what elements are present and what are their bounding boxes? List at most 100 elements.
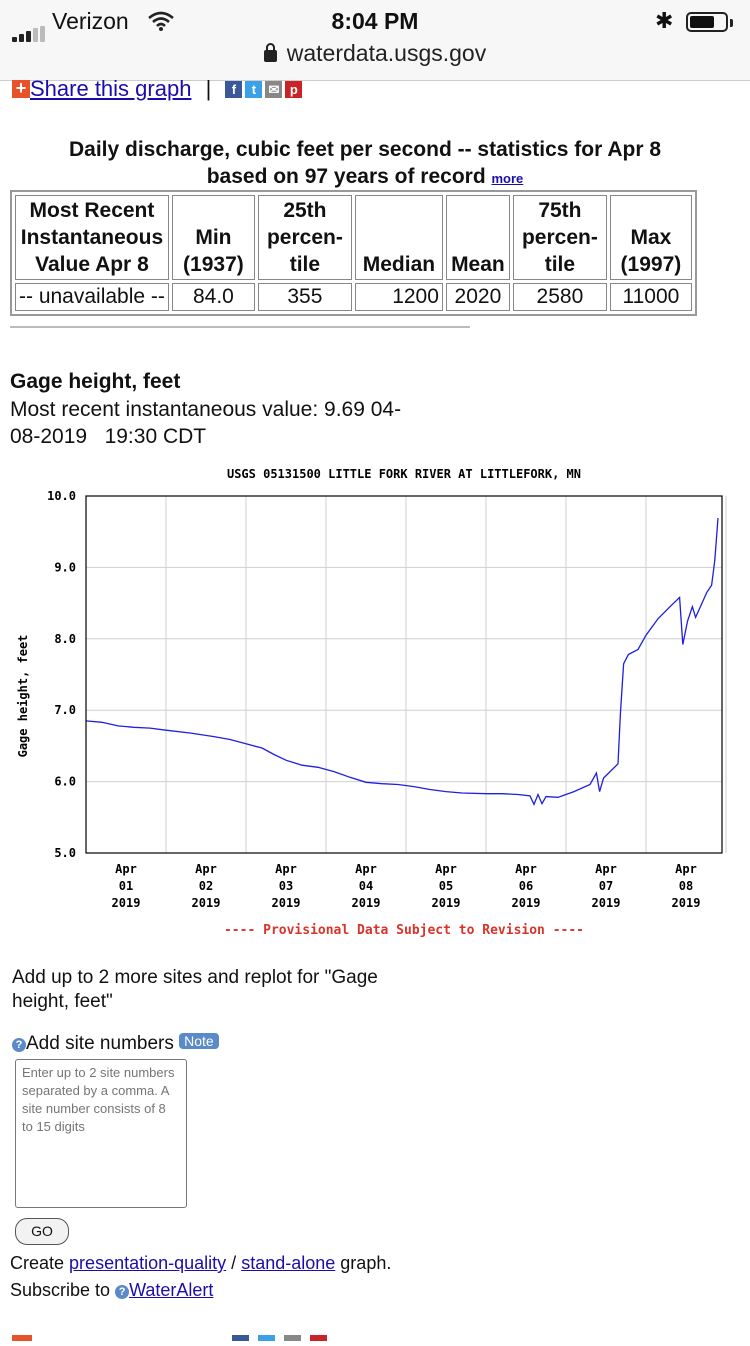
x-tick-label: 2019 [112,896,141,910]
cell-median: 1200 [354,283,443,311]
clock: 8:04 PM [331,8,419,34]
wateralert-link[interactable]: WaterAlert [129,1280,214,1300]
url-text: waterdata.usgs.gov [286,40,487,66]
x-tick-label: 2019 [432,896,461,910]
header-min: Min (1937) [171,195,255,280]
create-line: Create presentation-quality / stand-alon… [10,1253,391,1274]
site-numbers-input[interactable] [15,1059,187,1208]
x-tick-label: 07 [599,879,613,893]
header-mean: Mean [445,195,510,280]
divider [10,326,470,328]
y-tick-label: 9.0 [54,560,76,574]
y-ticks: 10.0 9.0 8.0 7.0 6.0 5.0 [47,489,76,860]
cell-25th: 355 [257,283,352,311]
provisional-note: ---- Provisional Data Subject to Revisio… [224,923,584,938]
table-header-row: Most Recent Instantaneous Value Apr 8 Min(… [15,195,692,280]
x-tick-label: 2019 [272,896,301,910]
subscribe-prefix: Subscribe to [10,1280,111,1300]
gage-series-line [85,518,719,807]
cell-min: 84.0 [171,283,255,311]
x-tick-label: 2019 [192,896,221,910]
subscribe-line: Subscribe to ? WaterAlert [10,1280,213,1301]
x-tick-label: 2019 [352,896,381,910]
y-tick-label: 10.0 [47,489,76,503]
battery-icon [686,12,728,32]
add-sites-text: Add up to 2 more sites and replot for "G… [12,967,378,1012]
add-site-label-row: ? Add site numbers Note [12,1033,219,1055]
facebook-icon[interactable]: f [225,81,243,98]
y-tick-label: 7.0 [54,703,76,717]
header-max: Max (1997) [609,195,692,280]
go-button[interactable]: GO [15,1218,69,1245]
bluetooth-icon: ✱ [655,8,674,33]
plus-icon: + [12,79,30,98]
x-tick-label: Apr [115,862,137,876]
x-tick-label: Apr [275,862,297,876]
help-icon[interactable]: ? [12,1038,26,1052]
x-tick-label: Apr [515,862,537,876]
x-tick-label: 2019 [512,896,541,910]
stats-title: Daily discharge, cubic feet per second -… [10,136,720,192]
cell-mean: 2020 [445,283,510,311]
x-tick-label: 2019 [592,896,621,910]
table-row: -- unavailable -- 84.0 355 1200 2020 258… [15,283,692,311]
header-75th: 75th percen-tile [512,195,607,280]
x-tick-label: Apr [355,862,377,876]
chart-title: USGS 05131500 LITTLE FORK RIVER AT LITTL… [227,467,581,481]
x-tick-label: 01 [119,879,133,893]
x-tick-label: 02 [199,879,213,893]
header-25th: 25th percen-tile [257,195,352,280]
lock-icon [263,43,277,62]
twitter-icon[interactable]: t [245,81,263,98]
x-tick-label: 05 [439,879,453,893]
create-sep: / [231,1253,237,1273]
plot-frame [85,495,723,854]
y-tick-label: 6.0 [54,775,76,789]
y-tick-label: 8.0 [54,632,76,646]
statistics-table: Most Recent Instantaneous Value Apr 8 Min(… [10,190,697,316]
signal-icon [12,15,47,42]
carrier-name: Verizon [52,8,129,34]
stats-title-line2: based on 97 years of record [206,165,486,188]
create-prefix: Create [10,1253,65,1273]
wifi-icon [148,10,174,37]
x-tick-label: 03 [279,879,293,893]
stand-alone-link[interactable]: stand-alone [241,1253,336,1273]
more-link[interactable]: more [491,171,524,186]
share-graph-link[interactable]: Share this graph [30,76,192,101]
x-tick-label: Apr [595,862,617,876]
gage-height-chart: USGS 05131500 LITTLE FORK RIVER AT LITTL… [16,467,727,938]
y-axis-label: Gage height, feet [16,635,30,758]
header-median: Median [354,195,443,280]
address-bar[interactable]: waterdata.usgs.gov [0,40,750,67]
add-site-label: Add site numbers [26,1033,174,1054]
header-most-recent: Most Recent Instantaneous Value Apr 8 [15,195,169,280]
x-tick-label: 04 [359,879,373,893]
stats-title-line1: Daily discharge, cubic feet per second -… [68,138,662,161]
x-ticks: Apr 01 2019 Apr 02 2019 Apr 03 2019 Apr 04 2019 Apr 0… [112,862,701,910]
cell-max: 11000 [609,283,692,311]
note-badge[interactable]: Note [179,1033,219,1049]
cell-75th: 2580 [512,283,607,311]
presentation-quality-link[interactable]: presentation-quality [69,1253,227,1273]
grid [86,495,727,854]
x-tick-label: Apr [435,862,457,876]
browser-status-bar: Verizon 8:04 PM ✱ waterdata.usgs.gov [0,0,750,81]
share-row: + Share this graph | f t ✉ p [12,76,305,102]
recent-line1: Most recent instantaneous value: 9.69 04… [10,398,402,421]
x-tick-label: 06 [519,879,533,893]
bottom-strip [0,1328,750,1341]
cell-most-recent: -- unavailable -- [15,283,169,311]
gage-height-title: Gage height, feet [10,370,181,393]
x-tick-label: 2019 [672,896,701,910]
recent-line2: 08-2019 19:30 CDT [10,425,207,448]
x-tick-label: Apr [195,862,217,876]
gage-recent-value: Most recent instantaneous value: 9.69 04… [10,396,470,450]
share-separator: | [205,76,212,101]
x-tick-label: 08 [679,879,693,893]
pinterest-icon[interactable]: p [285,81,303,98]
help-icon[interactable]: ? [115,1285,130,1299]
email-icon[interactable]: ✉ [265,81,283,98]
x-tick-label: Apr [675,862,697,876]
y-tick-label: 5.0 [54,846,76,860]
